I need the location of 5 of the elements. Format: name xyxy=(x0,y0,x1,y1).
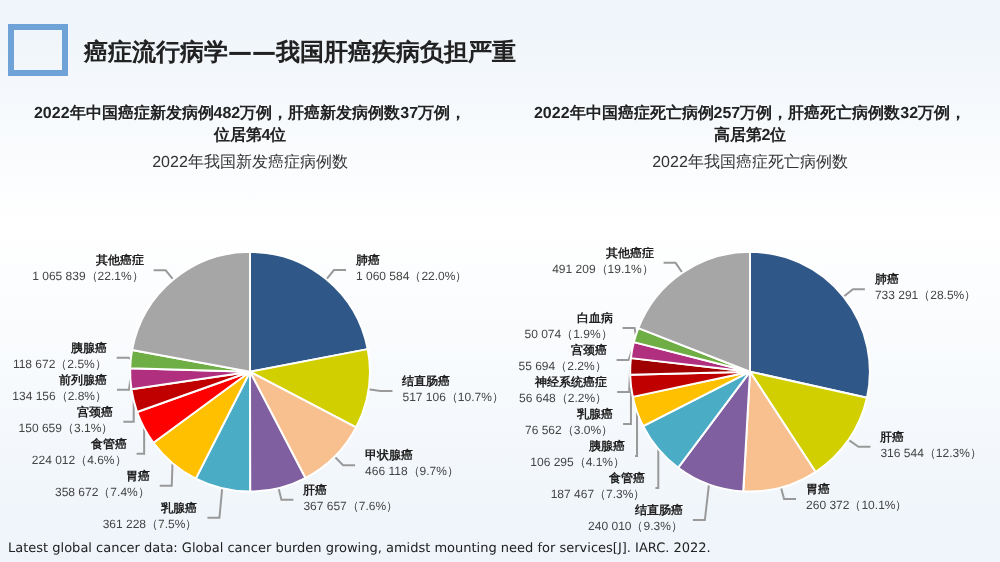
text: 癌症流行病学——我国肝癌疾病负担严重 xyxy=(84,36,516,70)
chart-title: 2022年我国新发癌症病例数 xyxy=(152,153,348,171)
chart-subtitle: 2022年中国癌症死亡病例257万例，肝癌死亡病例数32万例，高居第2位 xyxy=(533,102,967,144)
chart-title: 2022年我国癌症死亡病例数 xyxy=(652,153,848,171)
chart-subtitle: 2022年中国癌症新发病例482万例，肝癌新发病例数37万例，位居第4位 xyxy=(33,102,467,144)
